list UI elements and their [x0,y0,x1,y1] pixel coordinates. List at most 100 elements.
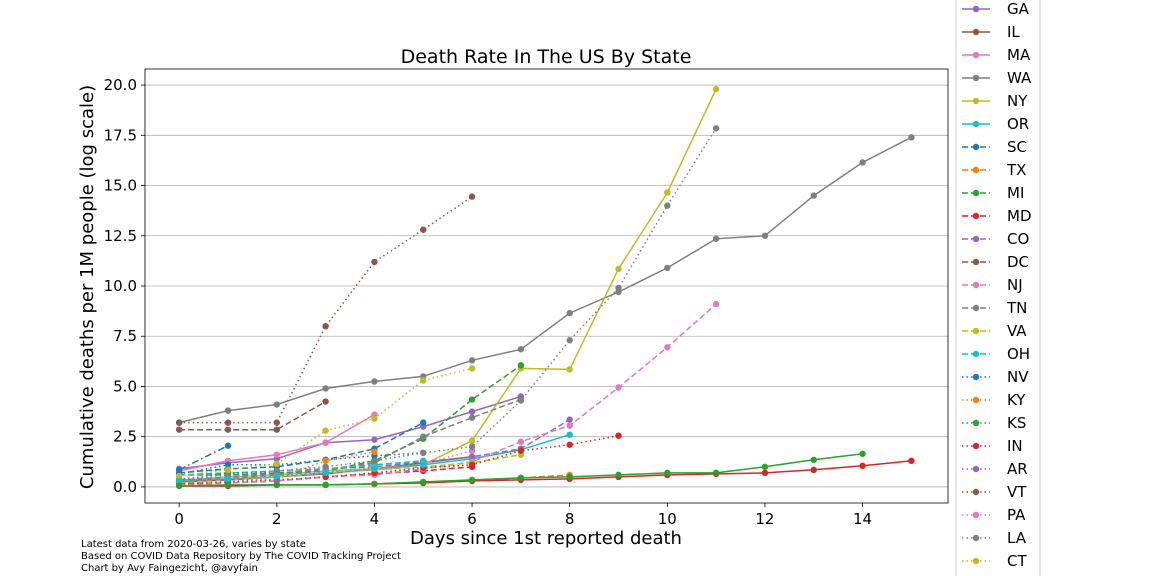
series-line-nj [179,303,717,486]
y-tick-label: 12.5 [104,227,137,245]
data-point-ct [175,472,183,480]
legend-label-ct: CT [1007,552,1027,570]
data-point-wa [859,159,866,166]
series-line-az [179,464,424,482]
data-point-mo [175,466,183,474]
legend-marker-sc [972,143,980,151]
data-point-co [566,416,573,423]
data-point-nj [566,422,573,429]
series-line-oh [179,460,424,476]
data-point-fl [859,462,866,470]
data-point-in [566,441,573,448]
data-point-wa [517,346,525,353]
x-axis-label: Days since 1st reported death [410,528,682,549]
x-tick-label: 6 [467,510,477,528]
data-point-or [566,431,573,438]
legend-label-vt: VT [1007,483,1027,501]
data-point-in [615,432,622,439]
data-point-tn [420,433,427,440]
data-point-wa [908,134,915,141]
legend-marker-nv [972,373,980,381]
legend-label-dc: DC [1007,253,1029,271]
legend-marker-in [972,442,980,450]
y-tick-label: 2.5 [113,428,137,446]
data-point-ca [273,481,280,489]
data-point-nj [517,438,525,445]
legend-marker-co [972,235,980,243]
data-point-fl [761,469,769,477]
legend-marker-oh [972,350,980,358]
data-point-vt [224,419,232,426]
legend-marker-tx [972,166,980,174]
data-point-ky [371,448,378,455]
series-line-mi [179,364,522,476]
data-point-ca [664,469,671,477]
legend-marker-ny [972,97,980,105]
data-point-vt [322,322,329,330]
data-point-ca [175,482,183,490]
series-line-ny [179,88,717,482]
data-point-wa [273,401,280,408]
legend-label-la: LA [1007,529,1027,547]
data-point-la [566,337,573,344]
legend-marker-ky [972,396,980,404]
x-tick-label: 4 [370,510,380,528]
footer-line-source: Based on COVID Data Repository by The CO… [81,551,401,562]
series-line-sc [179,421,424,474]
legend-marker-ct [972,557,980,565]
data-point-nj [615,384,622,391]
legend-marker-pa [972,511,980,519]
data-point-wa [224,407,232,414]
data-point-ct [371,415,378,422]
data-point-la [322,463,329,471]
data-point-fl [908,457,915,465]
data-point-ny [712,85,720,93]
data-point-ca [859,450,866,457]
data-point-la [712,125,720,132]
data-point-az [420,461,427,469]
legend-marker-ga [972,5,980,13]
data-point-fl [810,466,817,474]
y-tick-label: 5.0 [113,377,137,395]
data-point-nv [224,461,232,469]
data-point-sc [420,419,427,426]
y-tick-label: 17.5 [104,126,137,144]
legend-marker-or [972,120,980,128]
data-point-wa [761,232,769,239]
legend-label-il: IL [1007,23,1020,41]
series-line-co [179,418,571,481]
data-point-wa [712,235,720,242]
legend-marker-vt [972,488,980,496]
data-point-dc [322,398,329,405]
footer-line-data-date: Latest data from 2020-03-26, varies by s… [81,539,306,550]
y-tick-label: 20.0 [104,76,137,94]
data-point-az [175,477,183,485]
legend-label-wa: WA [1007,69,1032,87]
x-tick-label: 8 [565,510,575,528]
data-point-ca [468,476,476,484]
data-point-ca [517,474,525,482]
data-point-ca [810,456,817,464]
data-point-dc [224,426,232,433]
data-point-la [664,202,671,209]
x-tick-label: 0 [174,510,184,528]
data-point-ny [468,437,476,444]
data-point-la [468,443,476,450]
legend-label-ga: GA [1007,0,1030,18]
data-point-la [273,467,280,475]
legend-label-ny: NY [1007,92,1028,110]
data-point-ca [712,469,720,477]
legend-marker-nj [972,281,980,289]
legend-label-nv: NV [1007,368,1029,386]
data-point-mo [224,442,232,449]
legend-marker-ks [972,419,980,427]
data-point-ct [273,460,280,468]
data-point-wa [566,309,573,317]
footer-line-credit: Chart by Avy Faingezicht, @avyfain [81,563,258,574]
series-line-nv [179,452,424,475]
legend-marker-mi [972,189,980,197]
data-point-wa [322,385,329,392]
data-point-in [468,461,476,469]
data-point-mi [468,396,476,403]
data-point-la [517,397,525,404]
